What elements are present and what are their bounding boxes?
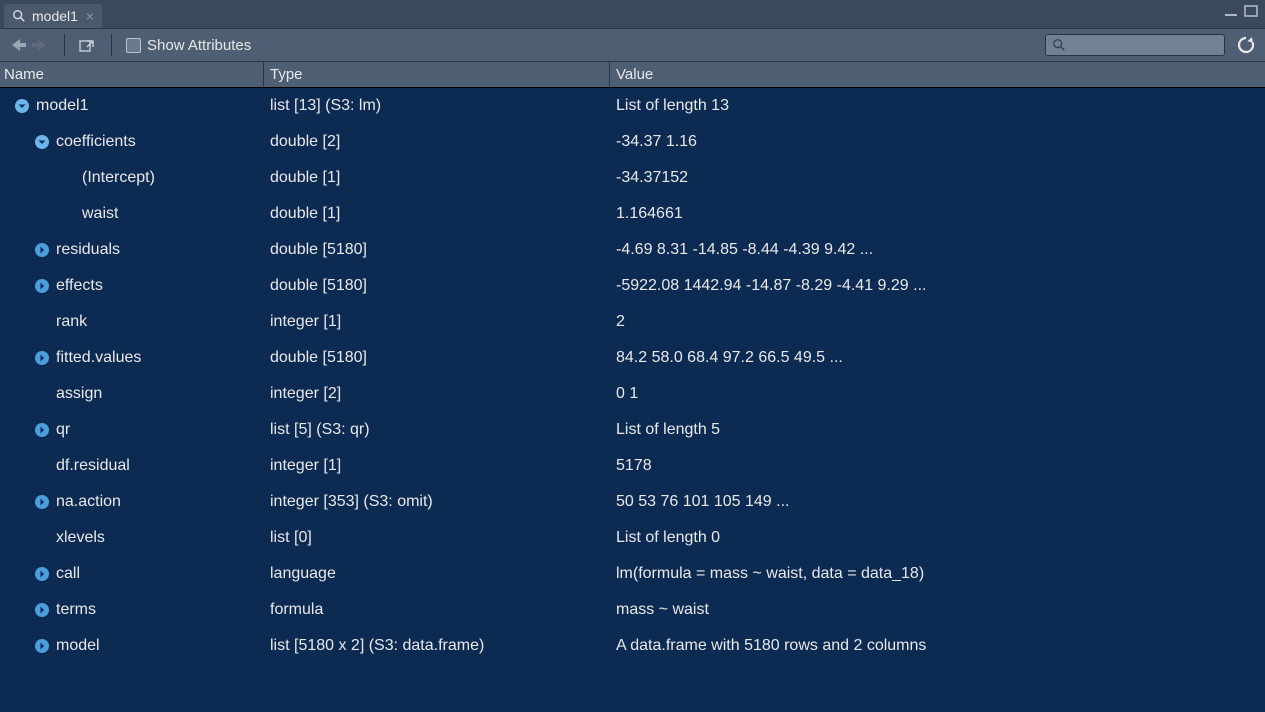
chevron-right-icon[interactable] (34, 422, 50, 438)
tree-row[interactable]: qr list [5] (S3: qr) List of length 5 (0, 412, 1265, 448)
node-value: -34.37152 (616, 169, 688, 186)
node-type: integer [2] (270, 385, 341, 402)
node-name: model1 (36, 97, 88, 115)
node-value: 5178 (616, 457, 652, 474)
node-name: waist (82, 205, 118, 223)
search-input[interactable] (1045, 34, 1225, 56)
node-name: assign (56, 385, 102, 403)
chevron-down-icon[interactable] (14, 98, 30, 114)
tab-bar: model1 × (0, 0, 1265, 28)
chevron-right-icon[interactable] (34, 278, 50, 294)
chevron-right-icon[interactable] (34, 602, 50, 618)
tree-row[interactable]: effects double [5180] -5922.08 1442.94 -14… (0, 268, 1265, 304)
node-type: double [5180] (270, 241, 367, 258)
node-name: na.action (56, 493, 121, 511)
node-value: -5922.08 1442.94 -14.87 -8.29 -4.41 9.29… (616, 277, 926, 294)
node-name: model (56, 637, 100, 655)
search-icon (12, 9, 26, 23)
node-type: integer [1] (270, 313, 341, 330)
maximize-icon[interactable] (1243, 4, 1259, 18)
tree-row[interactable]: rank integer [1] 2 (0, 304, 1265, 340)
node-type: double [5180] (270, 277, 367, 294)
node-name: (Intercept) (82, 169, 155, 187)
chevron-right-icon[interactable] (34, 566, 50, 582)
node-value: List of length 13 (616, 97, 729, 114)
tree-row[interactable]: model list [5180 x 2] (S3: data.frame) A d… (0, 628, 1265, 664)
node-name: df.residual (56, 457, 130, 475)
node-name: xlevels (56, 529, 105, 547)
minimize-icon[interactable] (1223, 4, 1239, 18)
node-type: double [1] (270, 205, 340, 222)
node-type: list [5] (S3: qr) (270, 421, 370, 438)
node-type: double [1] (270, 169, 340, 186)
search-icon (1052, 38, 1066, 52)
node-name: fitted.values (56, 349, 141, 367)
node-value: -4.69 8.31 -14.85 -8.44 -4.39 9.42 ... (616, 241, 873, 258)
node-value: -34.37 1.16 (616, 133, 697, 150)
tree-row[interactable]: coefficients double [2] -34.37 1.16 (0, 124, 1265, 160)
node-value: A data.frame with 5180 rows and 2 column… (616, 637, 926, 654)
show-attributes-checkbox[interactable]: Show Attributes (126, 37, 251, 54)
tree-row[interactable]: fitted.values double [5180] 84.2 58.0 68.4… (0, 340, 1265, 376)
tree-row[interactable]: call language lm(formula = mass ~ waist, d… (0, 556, 1265, 592)
node-value: 1.164661 (616, 205, 683, 222)
node-type: list [5180 x 2] (S3: data.frame) (270, 637, 484, 654)
tab-model1[interactable]: model1 × (4, 4, 102, 28)
tree-row[interactable]: terms formula mass ~ waist (0, 592, 1265, 628)
chevron-right-icon[interactable] (34, 638, 50, 654)
checkbox-box (126, 38, 141, 53)
refresh-button[interactable] (1235, 34, 1257, 56)
node-type: double [2] (270, 133, 340, 150)
tree-row[interactable]: df.residual integer [1] 5178 (0, 448, 1265, 484)
node-type: list [0] (270, 529, 312, 546)
toolbar: Show Attributes (0, 28, 1265, 62)
node-name: qr (56, 421, 70, 439)
node-type: integer [353] (S3: omit) (270, 493, 433, 510)
tree-row[interactable]: assign integer [2] 0 1 (0, 376, 1265, 412)
node-value: 0 1 (616, 385, 638, 402)
column-headers: Name Type Value (0, 62, 1265, 88)
open-external-button[interactable] (79, 37, 97, 53)
close-icon[interactable]: × (86, 8, 94, 24)
tree-row[interactable]: model1 list [13] (S3: lm) List of length 1… (0, 88, 1265, 124)
forward-button[interactable] (30, 37, 50, 53)
chevron-right-icon[interactable] (34, 242, 50, 258)
column-name-header[interactable]: Name (0, 62, 264, 87)
tree-row[interactable]: waist double [1] 1.164661 (0, 196, 1265, 232)
node-name: residuals (56, 241, 120, 259)
node-type: integer [1] (270, 457, 341, 474)
tree-row[interactable]: na.action integer [353] (S3: omit) 50 53 7… (0, 484, 1265, 520)
node-value: 84.2 58.0 68.4 97.2 66.5 49.5 ... (616, 349, 843, 366)
column-type-header[interactable]: Type (264, 62, 610, 87)
node-value: 2 (616, 313, 625, 330)
node-value: List of length 0 (616, 529, 720, 546)
node-value: List of length 5 (616, 421, 720, 438)
tree-row[interactable]: (Intercept) double [1] -34.37152 (0, 160, 1265, 196)
node-name: effects (56, 277, 103, 295)
chevron-right-icon[interactable] (34, 494, 50, 510)
tree-row[interactable]: xlevels list [0] List of length 0 (0, 520, 1265, 556)
node-value: mass ~ waist (616, 601, 709, 618)
node-value: lm(formula = mass ~ waist, data = data_1… (616, 565, 924, 582)
node-type: language (270, 565, 336, 582)
chevron-down-icon[interactable] (34, 134, 50, 150)
node-name: call (56, 565, 80, 583)
node-type: double [5180] (270, 349, 367, 366)
show-attributes-label: Show Attributes (147, 37, 251, 54)
object-tree: model1 list [13] (S3: lm) List of length 1… (0, 88, 1265, 712)
node-type: formula (270, 601, 323, 618)
node-name: rank (56, 313, 87, 331)
tree-row[interactable]: residuals double [5180] -4.69 8.31 -14.85 … (0, 232, 1265, 268)
node-type: list [13] (S3: lm) (270, 97, 381, 114)
back-button[interactable] (8, 37, 28, 53)
node-name: terms (56, 601, 96, 619)
window-controls (1223, 4, 1259, 18)
column-value-header[interactable]: Value (610, 62, 1265, 87)
node-value: 50 53 76 101 105 149 ... (616, 493, 789, 510)
node-name: coefficients (56, 133, 136, 151)
tab-title: model1 (32, 8, 78, 24)
chevron-right-icon[interactable] (34, 350, 50, 366)
